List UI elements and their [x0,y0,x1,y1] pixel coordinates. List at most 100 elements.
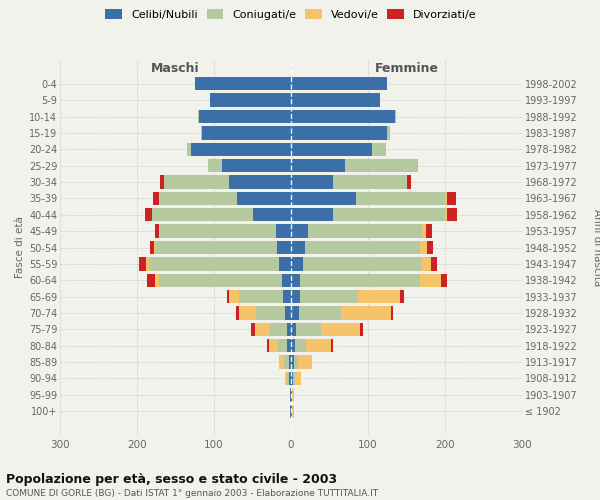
Bar [283,290,291,304]
Bar [287,372,291,385]
Bar [287,322,291,336]
Bar [187,142,291,156]
Bar [153,192,291,205]
Bar [291,159,418,172]
Bar [155,274,291,287]
Text: Femmine: Femmine [374,62,439,75]
Bar [150,241,291,254]
Bar [280,257,291,270]
Bar [290,388,291,402]
Bar [291,356,294,369]
Bar [239,290,291,304]
Bar [291,274,448,287]
Bar [291,94,380,107]
Bar [291,126,391,140]
Bar [158,224,291,238]
Bar [229,290,291,304]
Text: COMUNE DI GORLE (BG) - Dati ISTAT 1° gennaio 2003 - Elaborazione TUTTITALIA.IT: COMUNE DI GORLE (BG) - Dati ISTAT 1° gen… [6,489,378,498]
Bar [269,339,291,352]
Bar [289,356,291,369]
Bar [291,388,294,402]
Bar [291,110,395,123]
Bar [270,322,291,336]
Bar [291,176,407,188]
Bar [291,94,380,107]
Bar [291,126,387,140]
Bar [198,110,291,123]
Bar [291,142,386,156]
Bar [291,339,307,352]
Bar [291,208,334,222]
Bar [291,356,312,369]
Bar [291,208,445,222]
Bar [201,126,291,140]
Bar [201,126,291,140]
Bar [291,142,386,156]
Bar [164,176,291,188]
Bar [149,257,291,270]
Bar [291,290,400,304]
Bar [291,192,445,205]
Bar [291,257,437,270]
Bar [154,241,291,254]
Bar [277,241,291,254]
Bar [291,192,356,205]
Bar [253,208,291,222]
Bar [291,208,448,222]
Bar [267,339,291,352]
Bar [290,404,291,418]
Bar [198,110,291,123]
Bar [291,241,305,254]
Bar [195,77,291,90]
Bar [278,339,291,352]
Bar [187,142,291,156]
Bar [291,142,372,156]
Bar [291,339,332,352]
Bar [287,339,291,352]
Bar [291,372,293,385]
Bar [291,77,387,90]
Bar [291,404,294,418]
Bar [251,322,291,336]
Bar [291,192,456,205]
Bar [291,110,397,123]
Bar [280,356,291,369]
Bar [291,388,294,402]
Bar [227,290,291,304]
Bar [291,257,302,270]
Bar [291,322,321,336]
Y-axis label: Anni di nascita: Anni di nascita [592,209,600,286]
Bar [160,176,291,188]
Bar [285,372,291,385]
Bar [291,290,300,304]
Bar [291,159,418,172]
Bar [195,77,291,90]
Bar [160,224,291,238]
Bar [208,159,291,172]
Bar [291,224,422,238]
Bar [210,94,291,107]
Bar [291,142,386,156]
Bar [191,142,291,156]
Bar [291,339,295,352]
Bar [158,274,291,287]
Bar [291,356,312,369]
Bar [291,372,301,385]
Bar [291,388,292,402]
Bar [147,274,291,287]
Bar [145,208,291,222]
Bar [291,372,295,385]
Bar [291,94,380,107]
Bar [195,77,291,90]
Bar [291,176,411,188]
Bar [291,126,391,140]
Bar [291,110,397,123]
Bar [146,257,291,270]
Y-axis label: Fasce di età: Fasce di età [14,216,25,278]
Bar [291,257,431,270]
Bar [291,208,457,222]
Bar [291,159,418,172]
Bar [164,176,291,188]
Bar [291,126,391,140]
Bar [291,404,292,418]
